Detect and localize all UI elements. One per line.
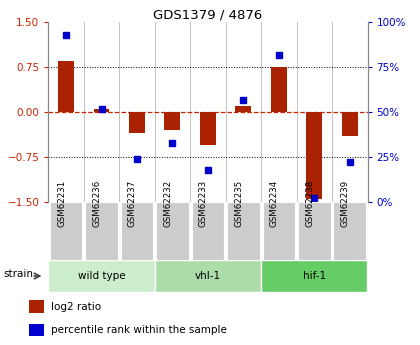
Bar [156,202,189,260]
Bar [271,67,287,112]
Text: GSM62236: GSM62236 [92,180,102,227]
Text: percentile rank within the sample: percentile rank within the sample [51,325,227,335]
Bar [58,61,74,112]
Bar [306,112,322,199]
Bar [333,202,366,260]
Text: GSM62233: GSM62233 [199,180,208,227]
Bar [342,112,358,136]
Text: GSM62238: GSM62238 [305,180,314,227]
Bar [85,202,118,260]
Bar [200,112,216,145]
Text: wild type: wild type [78,271,125,281]
Text: GSM62235: GSM62235 [234,180,243,227]
Bar [192,202,224,260]
Bar [29,300,44,313]
Bar [29,324,44,336]
Bar [298,202,331,260]
Bar [94,109,110,112]
Text: vhl-1: vhl-1 [195,271,221,281]
Text: GSM62231: GSM62231 [57,180,66,227]
Text: strain: strain [4,269,34,279]
Text: log2 ratio: log2 ratio [51,302,101,312]
Text: GSM62239: GSM62239 [341,180,350,227]
Bar [165,112,181,130]
Bar [261,260,368,292]
Bar [129,112,145,133]
Bar [227,202,260,260]
Bar [262,202,295,260]
Bar [121,202,153,260]
Bar [50,202,82,260]
Text: hif-1: hif-1 [303,271,326,281]
Bar [155,260,261,292]
Text: GSM62232: GSM62232 [163,180,173,227]
Bar [48,260,155,292]
Bar [235,106,251,112]
Text: GSM62234: GSM62234 [270,180,279,227]
Title: GDS1379 / 4876: GDS1379 / 4876 [153,8,262,21]
Text: GSM62237: GSM62237 [128,180,137,227]
